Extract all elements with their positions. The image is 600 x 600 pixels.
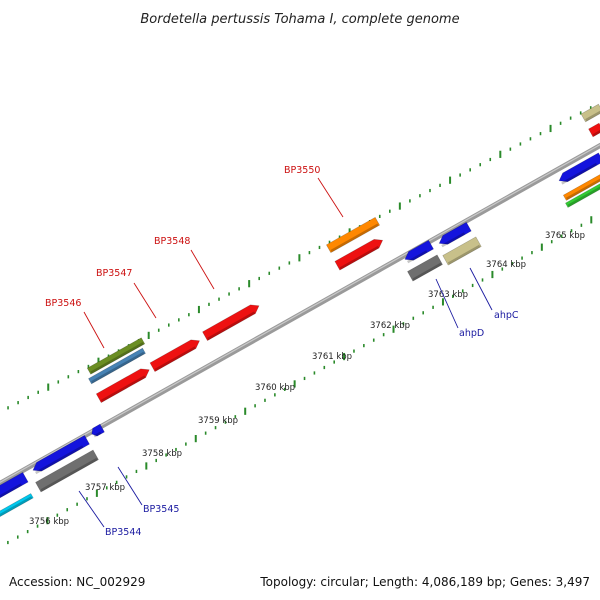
callout-line-bp3545 bbox=[117, 466, 143, 506]
gene-label-ahpc: ahpC bbox=[494, 310, 519, 321]
gene-forward-top-red bbox=[588, 122, 600, 138]
gene-forward-right-orange bbox=[562, 173, 600, 201]
callout-line-ahpd bbox=[435, 278, 459, 329]
scale-label-3762: 3762 kbp bbox=[370, 321, 410, 331]
gene-bp3550 bbox=[334, 239, 384, 271]
gene-label-bp3550: BP3550 bbox=[284, 165, 320, 176]
gene-bp3546 bbox=[95, 368, 150, 403]
gene-forward-top-khaki bbox=[580, 103, 600, 123]
callout-line-bp3544 bbox=[78, 490, 105, 528]
gene-bp3544-gray bbox=[35, 449, 99, 493]
gene-bp3545-small bbox=[91, 423, 105, 438]
gene-forward-right-green bbox=[565, 182, 600, 208]
gene-bp3547 bbox=[149, 339, 200, 373]
scale-label-3764: 3764 kbp bbox=[486, 260, 526, 270]
scale-label-3759: 3759 kbp bbox=[198, 416, 238, 426]
gene-ahpc bbox=[442, 236, 482, 266]
genome-summary-text: Topology: circular; Length: 4,086,189 bp… bbox=[259, 575, 590, 589]
gene-bp3545 bbox=[32, 435, 90, 475]
scale-label-3761: 3761 kbp bbox=[312, 352, 352, 362]
gene-bp3544-blue bbox=[0, 471, 29, 502]
callout-lines bbox=[78, 177, 493, 528]
callout-line-bp3547 bbox=[133, 282, 157, 319]
callout-line-bp3550 bbox=[317, 177, 344, 218]
gene-bp3546-steel bbox=[88, 347, 146, 385]
scale-label-3758: 3758 kbp bbox=[142, 449, 182, 459]
gene-forward-right-blue bbox=[558, 152, 600, 185]
gene-bp3550-orange bbox=[325, 216, 381, 254]
gene-features bbox=[0, 103, 600, 521]
scale-label-3765: 3765 kbp bbox=[545, 231, 585, 241]
gene-bp3544-cyan bbox=[0, 493, 34, 521]
gene-ahpc-blue bbox=[438, 221, 472, 248]
gene-labels: BP3546 BP3547 BP3548 BP3550 BP3544 BP354… bbox=[45, 165, 519, 538]
accession-text: Accession: NC_002929 bbox=[9, 575, 145, 589]
gene-label-bp3548: BP3548 bbox=[154, 236, 190, 247]
gene-label-bp3544: BP3544 bbox=[105, 527, 141, 538]
scale-label-3760: 3760 kbp bbox=[255, 383, 295, 393]
gene-ahpd bbox=[407, 254, 443, 282]
callout-line-bp3546 bbox=[83, 311, 105, 349]
callout-line-ahpc bbox=[469, 267, 493, 311]
gene-label-bp3546: BP3546 bbox=[45, 298, 81, 309]
gene-bp3548 bbox=[202, 304, 260, 341]
gene-label-ahpd: ahpD bbox=[459, 328, 484, 339]
scale-label-3757: 3757 kbp bbox=[85, 483, 125, 493]
gene-label-bp3545: BP3545 bbox=[143, 504, 179, 515]
gene-label-bp3547: BP3547 bbox=[96, 268, 132, 279]
gene-bp3546-olive bbox=[86, 337, 146, 375]
gene-ahpd-blue bbox=[404, 239, 434, 264]
scale-labels: 3756 kbp 3757 kbp 3758 kbp 3759 kbp 3760… bbox=[29, 231, 585, 527]
scale-label-3763: 3763 kbp bbox=[428, 290, 468, 300]
map-title: Bordetella pertussis Tohama I, complete … bbox=[140, 12, 459, 27]
scale-label-3756: 3756 kbp bbox=[29, 517, 69, 527]
callout-line-bp3548 bbox=[190, 249, 215, 290]
